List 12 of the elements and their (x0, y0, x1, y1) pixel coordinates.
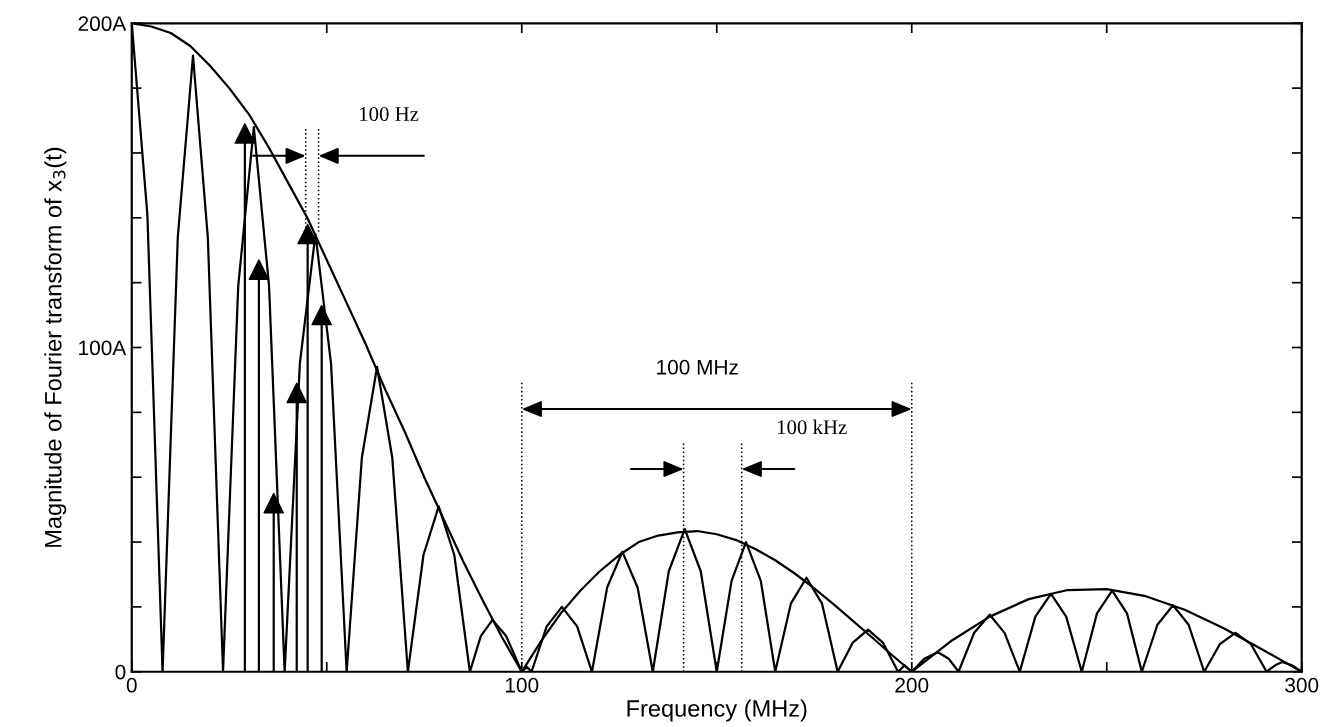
annotation: 100 Hz (360, 106, 419, 122)
x-tick-label: 100 (505, 677, 539, 693)
y-tick-label: 100A (79, 340, 127, 356)
y-tick-label: 0 (115, 664, 126, 680)
y-axis-title: Magnitude of Fourier transform of x$_{3}$(t) (44, 147, 67, 547)
y-tick-label: 200A (78, 16, 127, 32)
x-tick-label: 0 (126, 677, 137, 693)
x-tick-label: 200 (895, 677, 929, 693)
annotation: 100 kHz (777, 419, 847, 435)
x-axis-title: Frequency (MHz) (627, 699, 807, 722)
annotation: 100 MHz (657, 359, 738, 375)
x-tick-label: 300 (1285, 677, 1319, 693)
